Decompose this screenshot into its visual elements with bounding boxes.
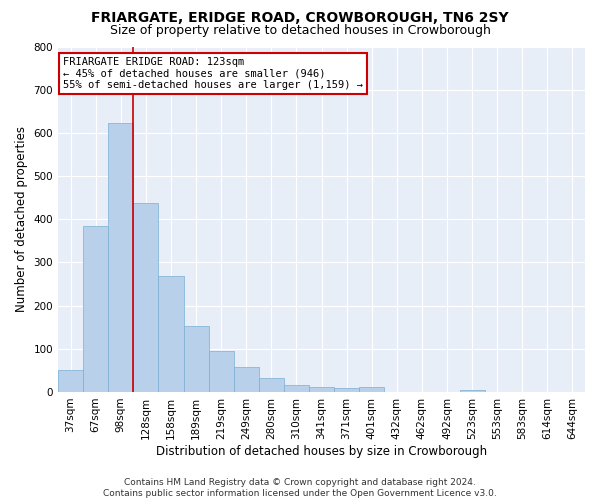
X-axis label: Distribution of detached houses by size in Crowborough: Distribution of detached houses by size … <box>156 444 487 458</box>
Bar <box>259 378 284 392</box>
Bar <box>58 370 83 392</box>
Bar <box>133 203 158 392</box>
Bar <box>158 276 184 392</box>
Y-axis label: Number of detached properties: Number of detached properties <box>15 126 28 312</box>
Bar <box>184 326 209 392</box>
Text: FRIARGATE, ERIDGE ROAD, CROWBOROUGH, TN6 2SY: FRIARGATE, ERIDGE ROAD, CROWBOROUGH, TN6… <box>91 11 509 25</box>
Bar <box>108 123 133 392</box>
Bar <box>359 387 384 392</box>
Bar <box>83 226 108 392</box>
Text: Size of property relative to detached houses in Crowborough: Size of property relative to detached ho… <box>110 24 490 37</box>
Bar <box>209 351 233 392</box>
Text: FRIARGATE ERIDGE ROAD: 123sqm
← 45% of detached houses are smaller (946)
55% of : FRIARGATE ERIDGE ROAD: 123sqm ← 45% of d… <box>64 57 364 90</box>
Bar <box>309 387 334 392</box>
Bar <box>334 388 359 392</box>
Bar <box>460 390 485 392</box>
Bar <box>233 368 259 392</box>
Bar <box>284 384 309 392</box>
Text: Contains HM Land Registry data © Crown copyright and database right 2024.
Contai: Contains HM Land Registry data © Crown c… <box>103 478 497 498</box>
